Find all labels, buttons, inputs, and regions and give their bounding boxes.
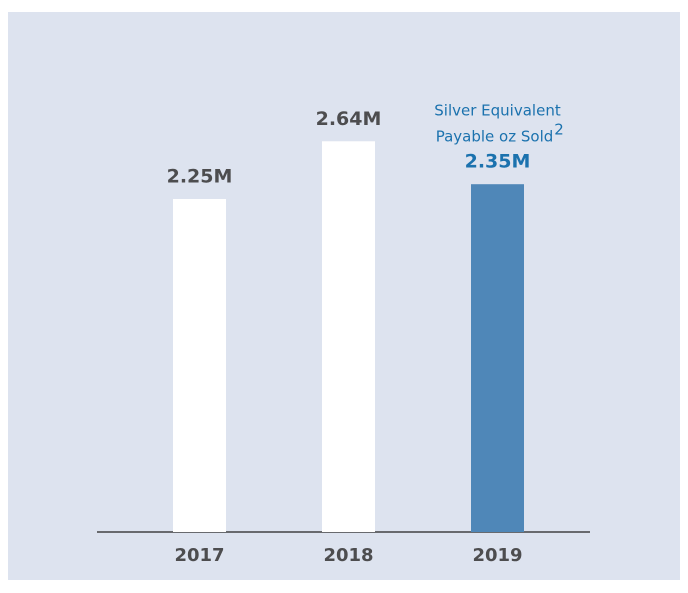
x-tick-label: 2017 — [174, 545, 224, 566]
bar — [322, 141, 375, 532]
value-label: 2.64M — [316, 108, 382, 130]
x-tick-label: 2018 — [323, 545, 373, 566]
annotation: Payable oz Sold — [436, 128, 554, 146]
x-tick-label: 2019 — [472, 545, 522, 566]
annotation-superscript: 2 — [554, 121, 564, 139]
value-label: 2.25M — [167, 166, 233, 188]
annotation: Silver Equivalent — [434, 102, 561, 120]
bar — [173, 199, 226, 532]
value-label: 2.35M — [465, 151, 531, 173]
bar — [471, 184, 524, 532]
